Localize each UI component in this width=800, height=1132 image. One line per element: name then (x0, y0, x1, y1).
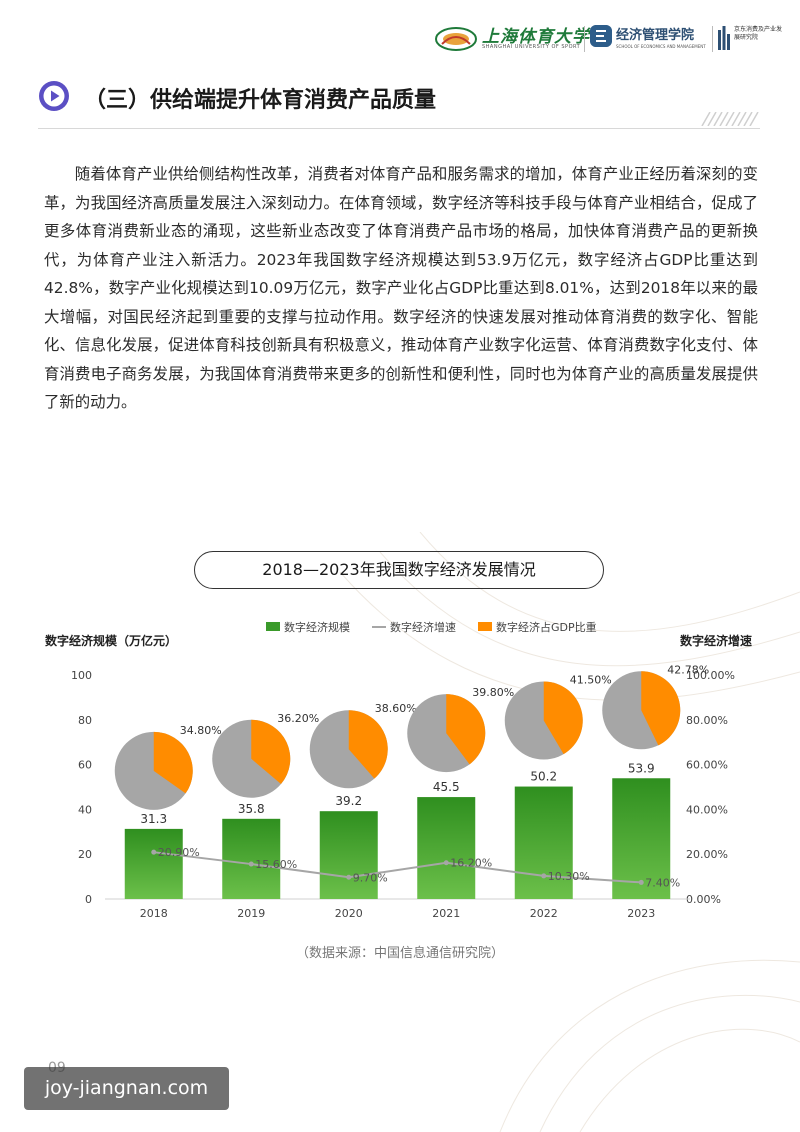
bar (319, 811, 378, 899)
pie-value-label: 34.80% (180, 724, 222, 737)
y-tick-right: 80.00% (686, 714, 728, 727)
pie-slice-share (641, 671, 681, 746)
growth-value-label: 10.30% (548, 870, 590, 883)
bar-value-label: 35.8 (238, 802, 265, 816)
body-paragraph: 随着体育产业供给侧结构性改革，消费者对体育产品和服务需求的增加，体育产业正经历着… (44, 165, 758, 411)
growth-point (541, 873, 547, 879)
y-tick-right: 60.00% (686, 759, 728, 772)
y-tick-left: 80 (78, 714, 92, 727)
growth-point (443, 860, 449, 866)
x-tick-label: 2021 (432, 907, 460, 920)
hatch-decoration (701, 112, 759, 126)
growth-value-label: 7.40% (645, 876, 680, 889)
university-logo: 上海体育大学 SHANGHAI UNIVERSITY OF SPORT (434, 22, 589, 56)
section-heading: （三）供给端提升体育消费产品质量 (38, 76, 760, 129)
bar (514, 786, 573, 899)
bar (417, 797, 476, 899)
legend-swatch (266, 622, 280, 631)
bar-value-label: 39.2 (335, 794, 362, 808)
pie-value-label: 42.78% (667, 663, 709, 676)
bar (222, 818, 281, 899)
growth-point (248, 861, 254, 867)
y-tick-left: 100 (71, 669, 92, 682)
x-tick-label: 2019 (237, 907, 265, 920)
heading-underline (38, 128, 760, 129)
y-tick-left: 20 (78, 848, 92, 861)
growth-value-label: 20.90% (158, 846, 200, 859)
chart-title: 2018—2023年我国数字经济发展情况 (194, 551, 604, 589)
legend-label: 数字经济增速 (390, 620, 456, 634)
header-logos: 上海体育大学 SHANGHAI UNIVERSITY OF SPORT 经济管理… (0, 22, 800, 58)
growth-line (153, 851, 642, 884)
pie-value-label: 41.50% (570, 674, 612, 687)
school-subtitle: SCHOOL OF ECONOMICS AND MANAGEMENT (616, 44, 706, 49)
bar-value-label: 53.9 (628, 761, 655, 775)
legend-label: 数字经济规模 (284, 620, 350, 634)
pie-slice-share (251, 719, 291, 785)
logo-divider (712, 26, 713, 52)
y-tick-right: 20.00% (686, 848, 728, 861)
growth-point (638, 879, 644, 885)
growth-point (346, 874, 352, 880)
x-tick-label: 2018 (140, 907, 168, 920)
bar (124, 828, 183, 899)
logo-divider (584, 26, 585, 52)
school-mark-icon (590, 25, 612, 47)
institute-logo: 京东消费及产业发展研究院 (718, 24, 790, 56)
pie-value-label: 36.20% (277, 712, 319, 725)
growth-value-label: 16.20% (450, 857, 492, 870)
x-tick-label: 2023 (627, 907, 655, 920)
pie-value-label: 39.80% (472, 686, 514, 699)
y-tick-left: 0 (85, 893, 92, 906)
university-subtitle: SHANGHAI UNIVERSITY OF SPORT (482, 44, 581, 50)
y-tick-right: 0.00% (686, 893, 721, 906)
pie-slice-share (348, 710, 388, 779)
bar-value-label: 45.5 (433, 780, 460, 794)
school-name: 经济管理学院 (616, 28, 695, 43)
y-tick-right: 100.00% (686, 669, 735, 682)
pie-slice-share (153, 731, 193, 794)
play-circle-icon (39, 81, 69, 111)
watermark: joy-jiangnan.com (24, 1067, 229, 1110)
growth-value-label: 9.70% (353, 871, 388, 884)
y-axis-right-title: 数字经济增速 (680, 633, 752, 648)
bar-value-label: 31.3 (140, 812, 167, 826)
x-tick-label: 2020 (335, 907, 363, 920)
legend-label: 数字经济占GDP比重 (496, 620, 597, 634)
y-axis-left-title: 数字经济规模（万亿元） (45, 633, 177, 648)
university-name: 上海体育大学 (482, 27, 590, 47)
section-title: （三）供给端提升体育消费产品质量 (84, 88, 437, 113)
growth-point (151, 849, 157, 855)
y-tick-left: 60 (78, 759, 92, 772)
legend-swatch (478, 622, 492, 631)
x-tick-label: 2022 (530, 907, 558, 920)
institute-name: 京东消费及产业发展研究院 (734, 26, 783, 41)
pie-slice-share (543, 681, 583, 755)
data-source: （数据来源：中国信息通信研究院） (295, 946, 504, 961)
school-logo: 经济管理学院 SCHOOL OF ECONOMICS AND MANAGEMEN… (590, 22, 710, 56)
bar-value-label: 50.2 (530, 770, 557, 784)
university-emblem-icon (435, 27, 477, 51)
y-tick-right: 40.00% (686, 803, 728, 816)
institute-mark-icon (718, 26, 730, 50)
y-tick-left: 40 (78, 803, 92, 816)
bar (612, 778, 671, 899)
pie-slice-share (446, 694, 486, 765)
pie-value-label: 38.60% (375, 702, 417, 715)
growth-value-label: 15.60% (255, 858, 297, 871)
